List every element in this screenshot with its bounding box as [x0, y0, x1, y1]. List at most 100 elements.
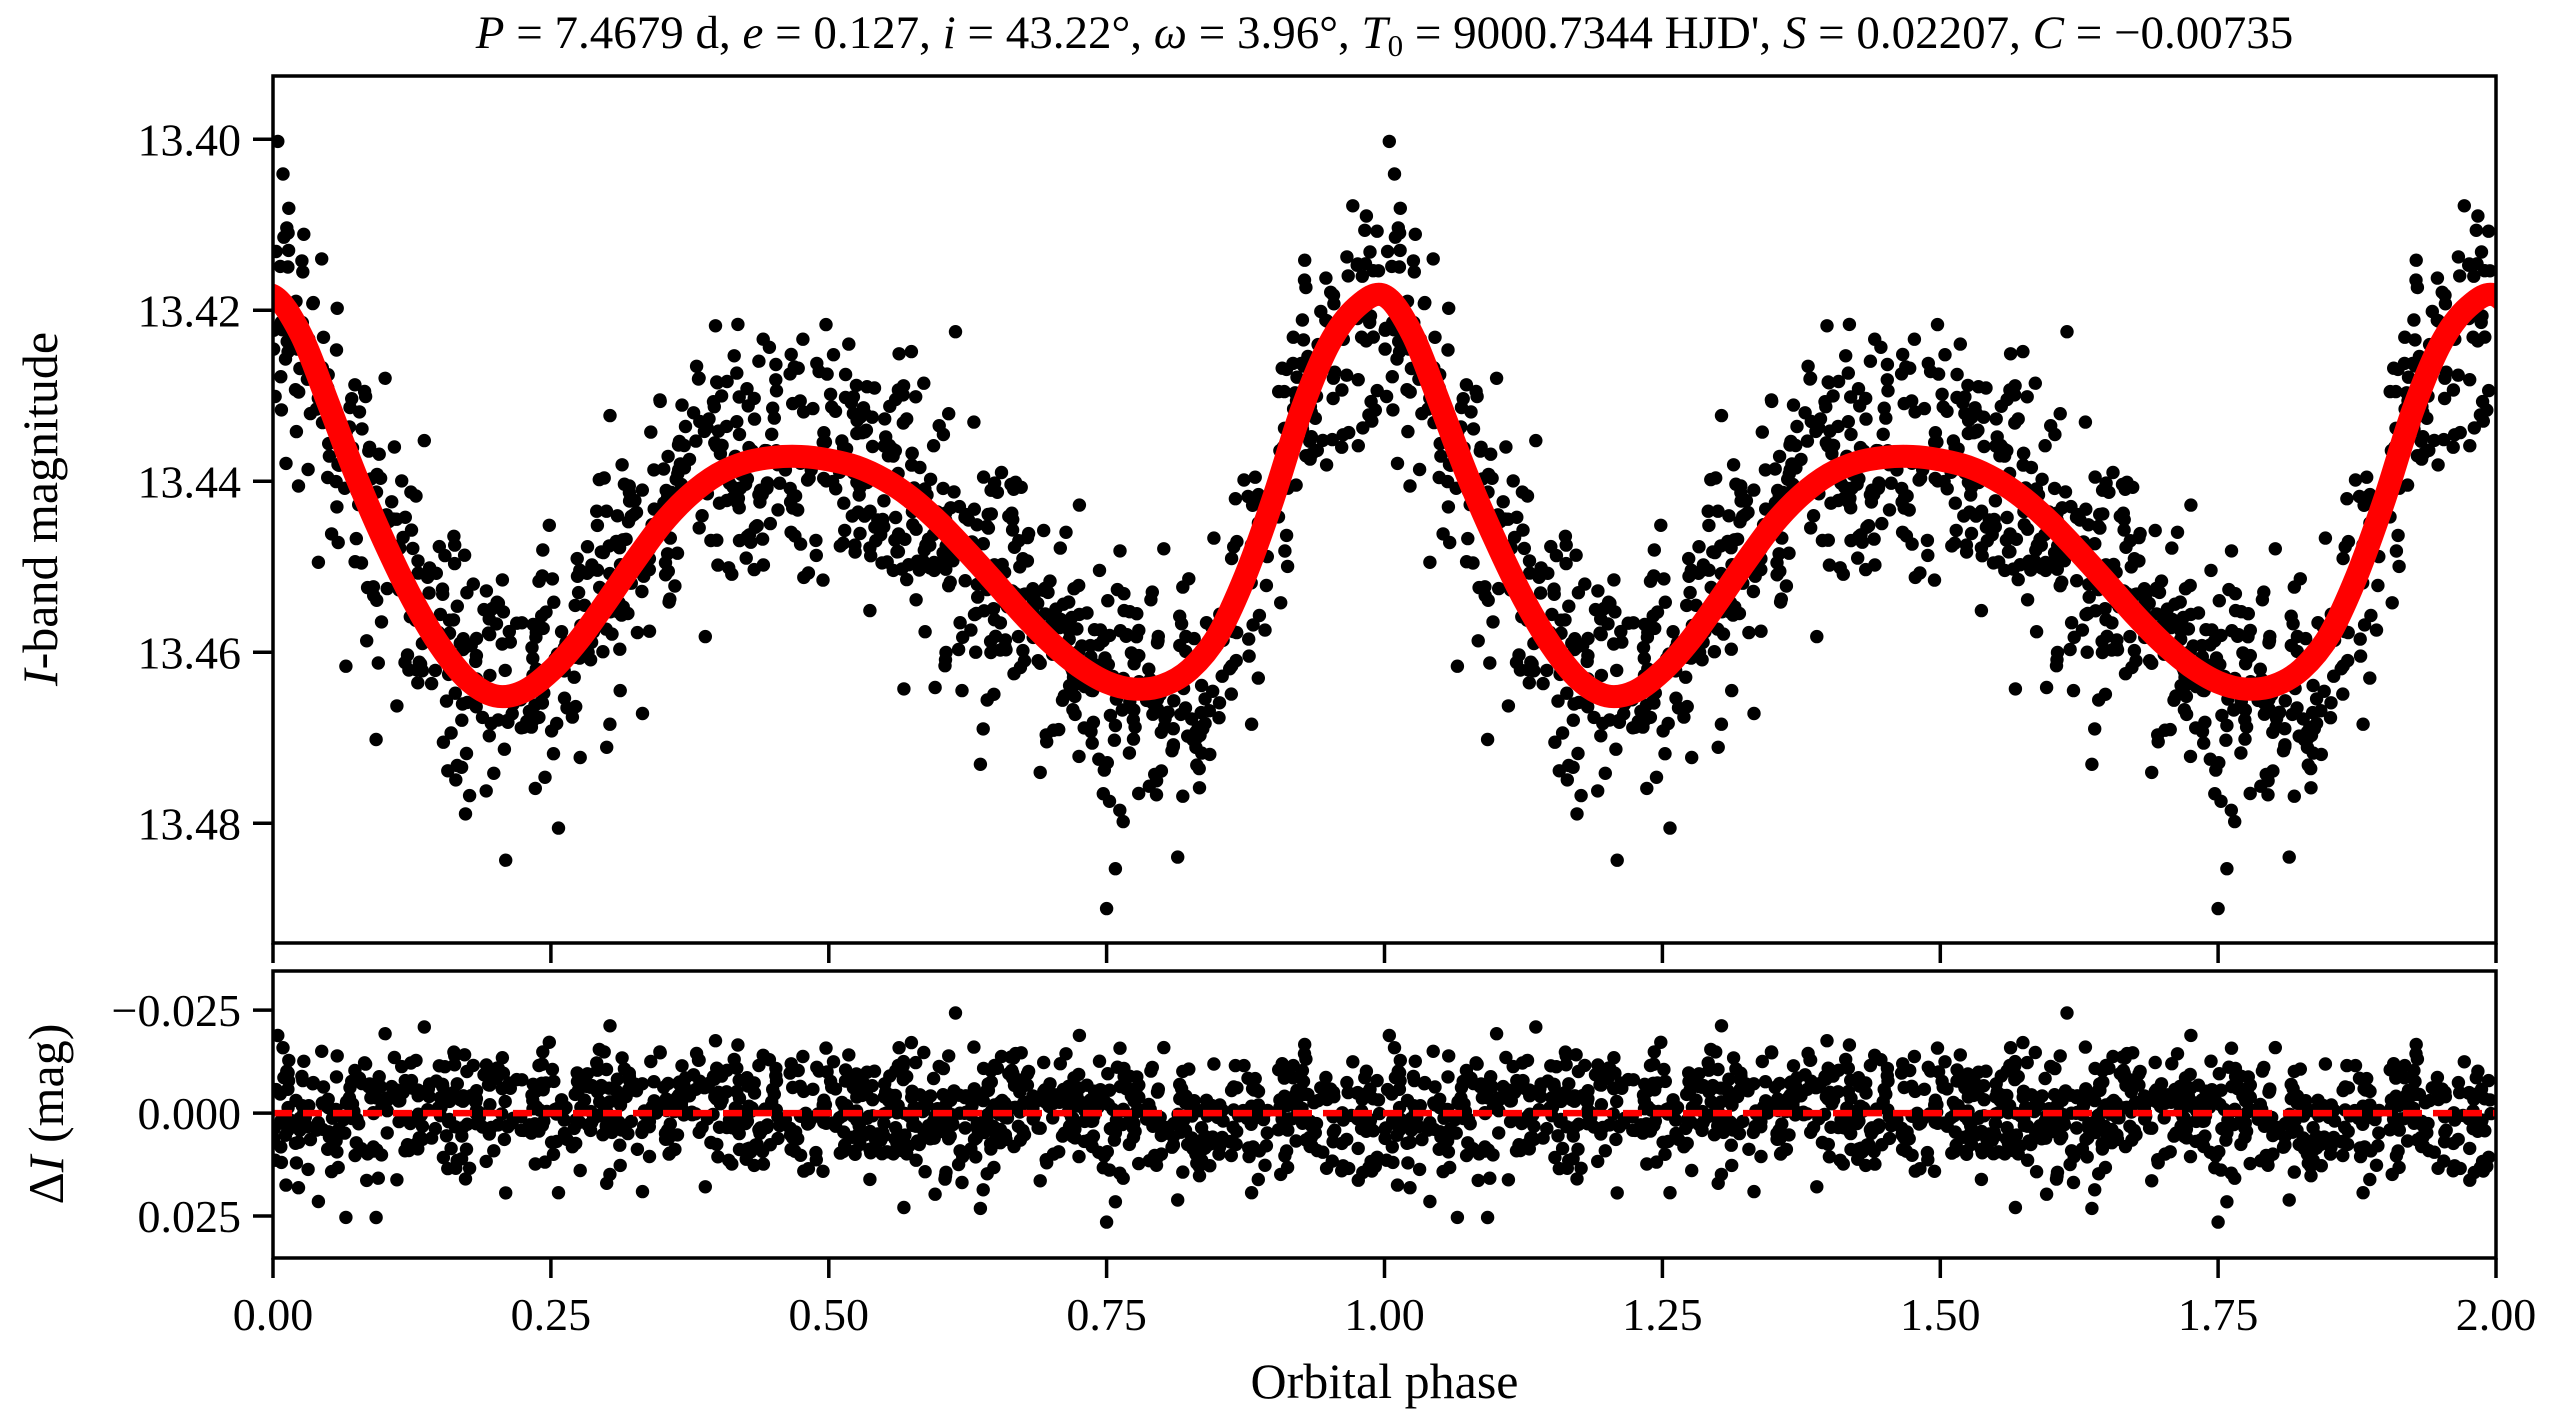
data-point [2228, 603, 2243, 618]
data-point [583, 653, 598, 667]
residual-point [1661, 1134, 1675, 1149]
residual-point [769, 1069, 783, 1083]
data-point [829, 482, 843, 496]
data-point [1314, 304, 1328, 319]
data-point [900, 572, 914, 587]
residual-point [457, 1048, 472, 1062]
data-point [1113, 803, 1127, 817]
data-point [289, 424, 304, 439]
data-point [528, 781, 542, 796]
data-point [2039, 680, 2054, 695]
data-point [2336, 551, 2350, 566]
data-point [413, 657, 428, 671]
residual-point [1351, 1173, 1366, 1187]
data-point [1842, 317, 1857, 332]
data-point [1130, 607, 1144, 621]
data-point [796, 405, 811, 419]
data-point [955, 683, 969, 698]
residual-point [938, 1172, 952, 1186]
residual-point [1572, 1117, 1586, 1131]
data-point [1005, 523, 1020, 537]
residual-point [918, 1165, 932, 1179]
data-point [2177, 703, 2192, 717]
data-point [1841, 366, 1856, 380]
data-point [1011, 629, 1026, 644]
data-point [1251, 671, 1266, 685]
residual-point [730, 1061, 744, 1076]
data-point [1962, 505, 1977, 519]
data-point [1580, 654, 1594, 669]
residual-point [1877, 1082, 1891, 1097]
residual-point [958, 1121, 972, 1135]
residual-point [1545, 1091, 1559, 1105]
residual-point [1621, 1072, 1635, 1087]
residual-point [1956, 1076, 1970, 1090]
residual-point [1895, 1121, 1909, 1136]
data-point [2011, 572, 2025, 587]
data-point [525, 640, 539, 655]
residual-point [565, 1140, 580, 1154]
data-point [1949, 523, 1963, 538]
residual-point [1940, 1119, 1954, 1133]
residual-point [1529, 1020, 1543, 1034]
label-segment: (mag) [18, 1023, 74, 1156]
residual-point [1701, 1056, 1715, 1070]
residual-point [1930, 1098, 1944, 1112]
data-point [658, 568, 673, 582]
residual-point [1736, 1114, 1750, 1129]
data-point [479, 584, 494, 598]
data-point [617, 477, 632, 491]
data-point [1432, 470, 1446, 485]
data-point [1113, 544, 1127, 558]
residual-point [1841, 1084, 1856, 1099]
residual-point [942, 1132, 956, 1146]
residual-point [315, 1044, 329, 1059]
data-point [400, 648, 415, 662]
data-point [1881, 384, 1895, 398]
data-point [871, 513, 885, 527]
data-point [1758, 463, 1773, 477]
data-point [2431, 458, 2445, 472]
residual-point [1249, 1083, 1264, 1097]
data-point [2224, 803, 2238, 817]
residual-point [1366, 1092, 1380, 1106]
residual-point [1729, 1062, 1743, 1076]
data-point [948, 325, 963, 339]
residual-point [273, 1122, 281, 1136]
data-point [909, 390, 923, 404]
data-point [1379, 389, 1394, 404]
label-segment: T [1361, 7, 1388, 59]
data-point [1039, 728, 1053, 742]
data-point [2400, 478, 2415, 492]
residual-point [1055, 1129, 1070, 1143]
data-point [1572, 695, 1586, 710]
residual-point [1669, 1113, 1683, 1127]
residual-point [1319, 1161, 1334, 1176]
data-point [689, 434, 703, 448]
residual-point [904, 1035, 919, 1050]
data-point [686, 406, 701, 420]
residual-point [1474, 1077, 1488, 1091]
residual-point [653, 1046, 667, 1060]
data-point [2008, 682, 2023, 696]
residual-point [760, 1118, 775, 1132]
data-point [2085, 757, 2099, 771]
residual-point [378, 1027, 392, 1041]
data-point [727, 349, 741, 363]
data-point [1171, 850, 1185, 864]
data-point [1198, 716, 1212, 731]
data-point [439, 694, 454, 708]
data-point [753, 495, 767, 509]
residual-point [740, 1114, 755, 1128]
data-point [545, 572, 560, 586]
data-point [2029, 625, 2044, 639]
model-curve [273, 282, 2496, 709]
data-point [2278, 738, 2292, 752]
data-point [1474, 440, 1488, 454]
data-point [1401, 424, 1415, 439]
data-point [2269, 711, 2284, 726]
data-point [1342, 425, 1356, 440]
residual-point [2243, 1078, 2257, 1092]
data-point [354, 556, 369, 570]
